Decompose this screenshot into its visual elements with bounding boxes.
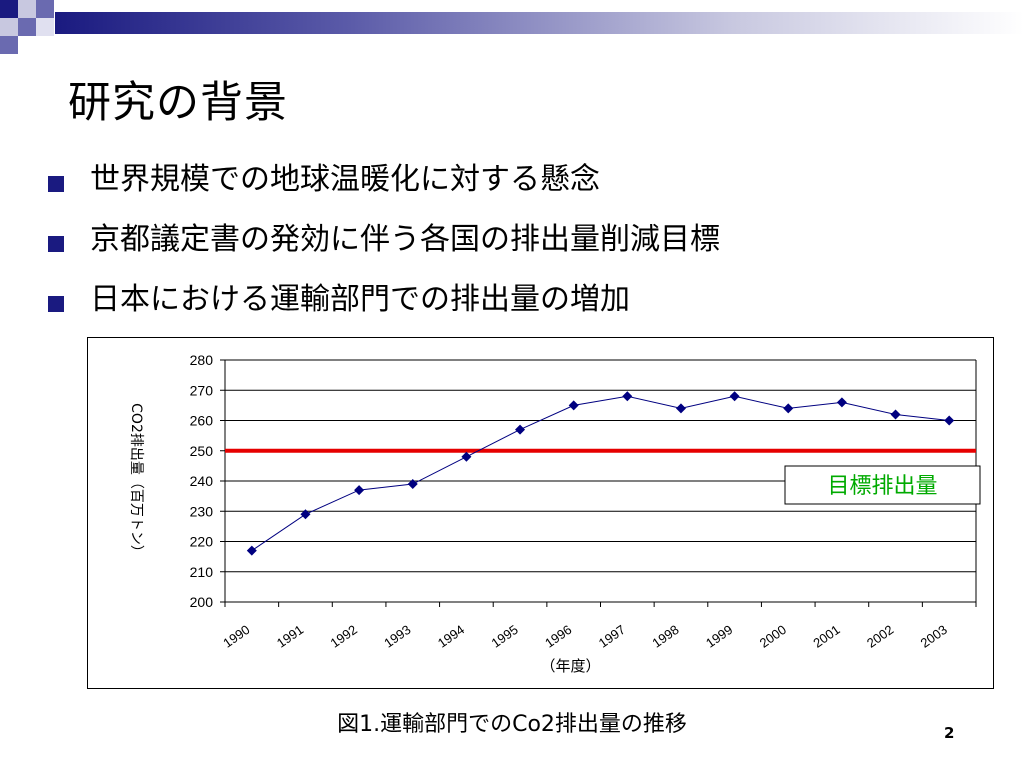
x-tick-label: 1990 (220, 622, 252, 651)
series-group (246, 391, 955, 556)
x-tick-label: 1997 (596, 622, 628, 651)
data-point-marker (354, 485, 365, 496)
target-label-text: 目標排出量 (827, 474, 937, 499)
data-point-marker (622, 391, 633, 402)
square-bullet-icon (48, 236, 64, 252)
x-tick-label: 1993 (381, 622, 413, 651)
emissions-line-chart: 200 210 220 230 240 250 260 270 280 1990 1991 1992… (128, 352, 981, 675)
y-tick-label: 200 (190, 594, 214, 610)
data-point-marker (783, 403, 794, 414)
page-number: 2 (944, 724, 955, 742)
y-tick-label: 230 (190, 503, 214, 519)
square-bullet-icon (48, 176, 64, 192)
y-tick-label: 260 (190, 413, 214, 429)
x-tick-labels: 1990 1991 1992 1993 1994 1995 1996 1997 1998 1999… (220, 622, 950, 651)
x-tick-label: 1999 (703, 622, 735, 651)
target-label-box (784, 465, 981, 505)
y-tick-label: 270 (190, 382, 214, 398)
data-point-marker (836, 397, 847, 408)
data-point-marker (944, 415, 955, 426)
corner-square-light-2 (0, 18, 18, 36)
data-point-marker (300, 509, 311, 520)
bullet-item: 世界規模での地球温暖化に対する懸念 (48, 150, 720, 210)
data-point-marker (675, 403, 686, 414)
data-point-marker (461, 451, 472, 462)
x-tick-label: 2000 (757, 622, 789, 651)
corner-square-dark-1 (0, 0, 18, 18)
corner-square-mid-2 (18, 18, 36, 36)
bullet-item: 日本における運輸部門での排出量の増加 (48, 270, 720, 330)
y-axis-title: CO2排出量（百万トン） (128, 403, 144, 559)
data-point-marker (515, 424, 526, 435)
axis-titles: CO2排出量（百万トン） （年度） (128, 403, 601, 675)
x-tick-label: 1994 (435, 622, 467, 651)
corner-square-light-1 (18, 0, 36, 18)
data-point-marker (246, 545, 257, 556)
y-tick-label: 240 (190, 473, 214, 489)
x-axis-title: （年度） (540, 657, 600, 675)
y-tick-labels: 200 210 220 230 240 250 260 270 280 (190, 352, 214, 610)
data-point-marker (568, 400, 579, 411)
x-tick-label: 2003 (918, 622, 950, 651)
y-tick-label: 220 (190, 534, 214, 550)
chart-frame: 200 210 220 230 240 250 260 270 280 1990 1991 1992… (87, 337, 994, 689)
corner-square-light-3 (36, 18, 54, 36)
data-point-marker (890, 409, 901, 420)
data-point-marker (729, 391, 740, 402)
bullet-text: 京都議定書の発効に伴う各国の排出量削減目標 (90, 222, 720, 257)
bullet-text: 日本における運輸部門での排出量の増加 (90, 282, 630, 317)
x-tick-label: 1995 (488, 622, 520, 651)
header-gradient-bar (55, 12, 1024, 34)
corner-square-dark-2 (0, 36, 18, 54)
y-tick-label: 210 (190, 564, 214, 580)
corner-square-mid-1 (36, 0, 54, 18)
data-point-marker (407, 479, 418, 490)
square-bullet-icon (48, 296, 64, 312)
x-tick-label: 2002 (864, 622, 896, 651)
target-line-group: 目標排出量 (225, 448, 981, 505)
x-tick-label: 1991 (274, 622, 306, 651)
slide-title: 研究の背景 (68, 78, 288, 128)
y-tick-label: 280 (190, 352, 214, 368)
x-tick-label: 1998 (649, 622, 681, 651)
x-tick-label: 1996 (542, 622, 574, 651)
bullet-list: 世界規模での地球温暖化に対する懸念 京都議定書の発効に伴う各国の排出量削減目標 … (48, 150, 720, 330)
x-tick-label: 2001 (810, 622, 842, 651)
bullet-text: 世界規模での地球温暖化に対する懸念 (90, 162, 600, 197)
x-tick-label: 1992 (328, 622, 360, 651)
figure-caption: 図1.運輸部門でのCo2排出量の推移 (337, 712, 687, 737)
bullet-item: 京都議定書の発効に伴う各国の排出量削減目標 (48, 210, 720, 270)
series-line (251, 395, 950, 551)
y-tick-label: 250 (190, 443, 214, 459)
